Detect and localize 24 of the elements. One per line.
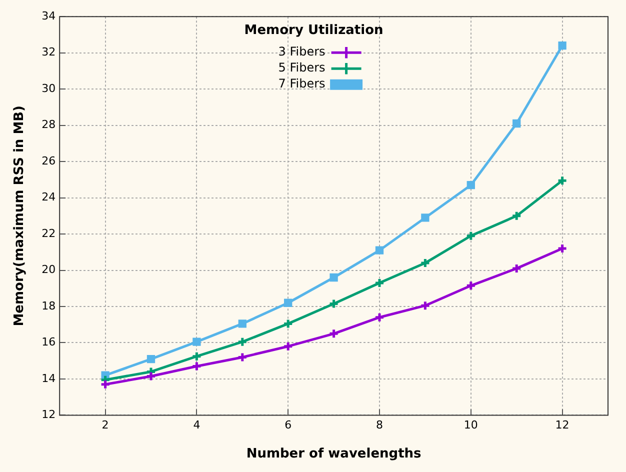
y-tick-label: 32 bbox=[42, 46, 56, 59]
x-tick-label: 12 bbox=[555, 418, 570, 432]
y-tick-label: 18 bbox=[42, 299, 56, 312]
y-tick-label: 24 bbox=[42, 190, 56, 204]
y-tick-label: 22 bbox=[42, 226, 56, 240]
x-tick-label: 10 bbox=[464, 418, 478, 432]
x-tick-label: 8 bbox=[376, 418, 383, 432]
x-tick-label: 2 bbox=[102, 418, 109, 432]
legend-label: 7 Fibers bbox=[278, 76, 326, 91]
x-tick-label: 6 bbox=[284, 418, 292, 432]
y-axis-title: Memory(maximum RSS in MB) bbox=[12, 106, 28, 326]
y-tick-label: 30 bbox=[42, 82, 56, 95]
x-tick-label: 4 bbox=[193, 418, 200, 432]
y-tick-label: 12 bbox=[42, 408, 56, 422]
y-tick-label: 34 bbox=[42, 9, 56, 22]
legend-label: 3 Fibers bbox=[278, 44, 326, 59]
x-axis-title: Number of wavelengths bbox=[246, 446, 422, 462]
legend-label: 5 Fibers bbox=[278, 60, 326, 75]
legend-title: Memory Utilization bbox=[244, 22, 384, 38]
y-tick-label: 16 bbox=[42, 336, 56, 349]
y-tick-label: 28 bbox=[42, 118, 56, 132]
y-tick-label: 14 bbox=[42, 372, 56, 385]
y-tick-label: 26 bbox=[42, 154, 56, 168]
y-tick-label: 20 bbox=[42, 263, 56, 276]
